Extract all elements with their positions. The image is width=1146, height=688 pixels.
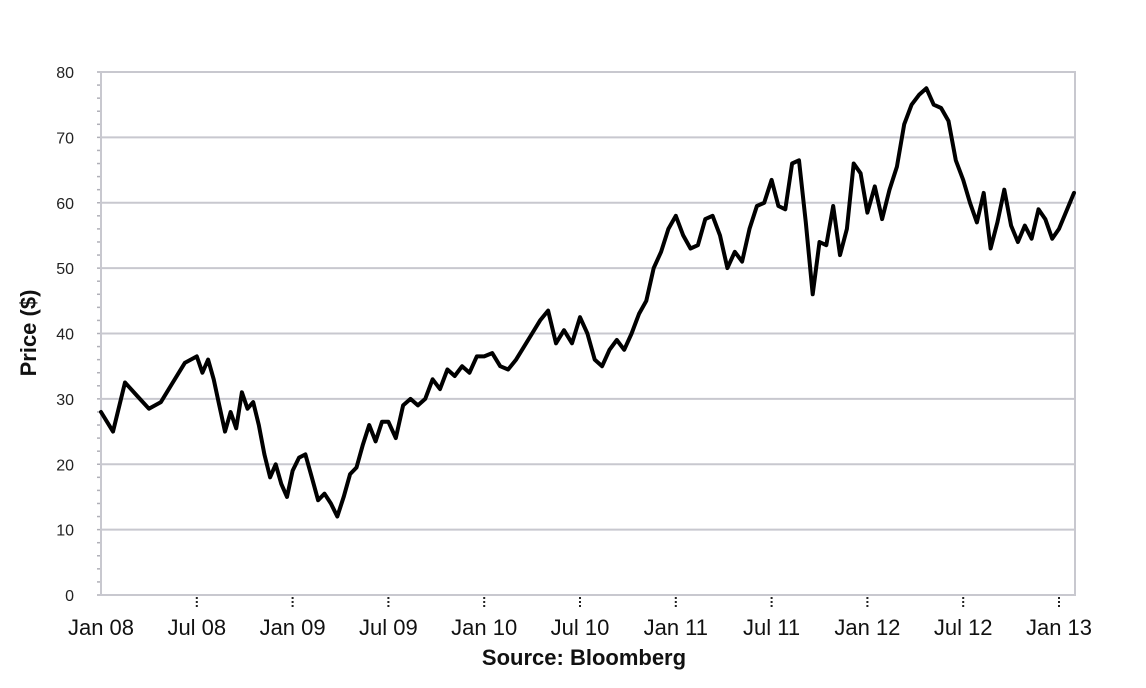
y-tick-label-70: 70 (56, 130, 74, 147)
x-tick-label-jan-09: Jan 09 (260, 615, 326, 640)
y-tick-label-40: 40 (56, 327, 74, 344)
plot-frame (100, 71, 1076, 596)
x-tick-label-jan-11: Jan 11 (644, 615, 708, 640)
x-tick-label-jul-11: Jul 11 (743, 615, 800, 640)
x-axis-label: Source: Bloomberg (482, 645, 686, 670)
y-tick-label-80: 80 (56, 65, 74, 82)
x-tick-label-jul-12: Jul 12 (934, 615, 993, 640)
y-tick-label-50: 50 (56, 261, 74, 278)
y-tick-label-10: 10 (56, 523, 74, 540)
y-axis-label: Price ($) (16, 290, 41, 377)
x-tick-label-jul-09: Jul 09 (359, 615, 418, 640)
axes (100, 71, 1076, 609)
x-tick-label-jan-12: Jan 12 (834, 615, 900, 640)
y-tick-label-30: 30 (56, 392, 74, 409)
y-tick-label-60: 60 (56, 196, 74, 213)
minor-ticks (97, 71, 100, 596)
gridlines (101, 136, 1075, 531)
price-series-line (99, 86, 1076, 519)
y-tick-label-20: 20 (56, 457, 74, 474)
x-tick-labels: Jan 08 Jul 08 Jan 09 Jul 09 Jan 10 Jul 10 Jan … (68, 615, 1092, 640)
x-tick-label-jul-08: Jul 08 (167, 615, 226, 640)
y-tick-label-0: 0 (65, 588, 74, 605)
y-tick-labels: 0 10 20 30 40 50 60 70 80 (56, 65, 74, 605)
x-tick-label-jul-10: Jul 10 (551, 615, 610, 640)
x-tick-label-jan-08: Jan 08 (68, 615, 134, 640)
x-tick-label-jan-10: Jan 10 (451, 615, 517, 640)
x-tick-label-jan-13: Jan 13 (1026, 615, 1092, 640)
series-layer (99, 86, 1076, 519)
